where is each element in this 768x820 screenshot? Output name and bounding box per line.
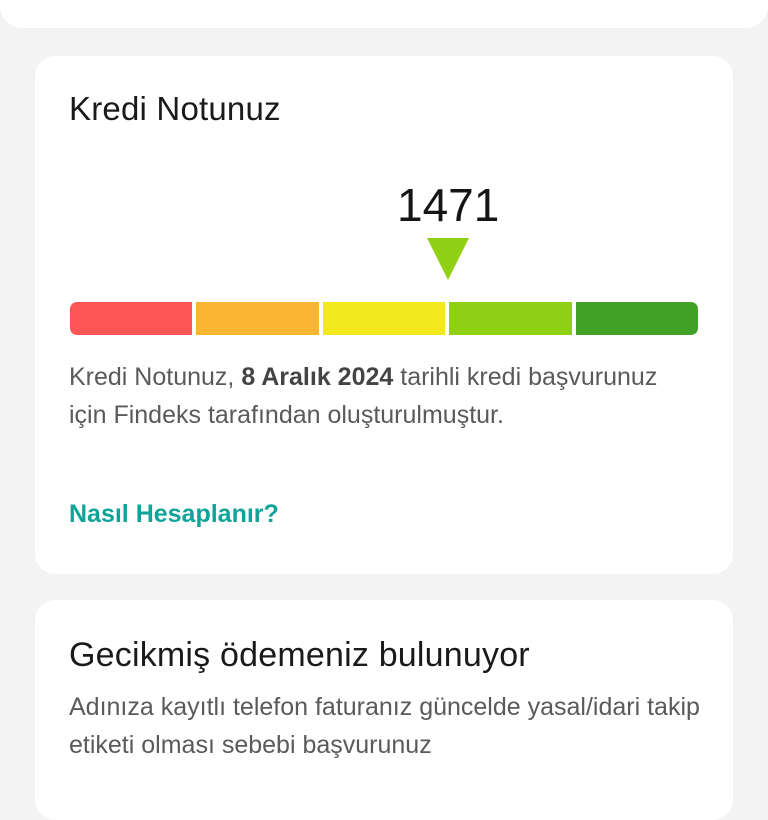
credit-score-card: Kredi Notunuz 1471 Kredi Notunuz, 8 Aral…: [35, 56, 733, 574]
scale-segment-good: [449, 302, 572, 335]
card-title: Gecikmiş ödemeniz bulunuyor: [69, 636, 530, 674]
description-text-end: tarihli kredi başvurunuz için Findeks ta…: [69, 363, 658, 429]
scale-segment-very-low: [70, 302, 193, 335]
how-calculated-link[interactable]: Nasıl Hesaplanır?: [69, 500, 279, 528]
score-value: 1471: [397, 179, 500, 231]
score-marker-icon: [427, 238, 469, 280]
scale-segment-very-good: [575, 302, 699, 335]
card-title: Kredi Notunuz: [69, 90, 281, 127]
scale-segment-medium: [322, 302, 446, 335]
score-description: Kredi Notunuz, 8 Aralık 2024 tarihli kre…: [69, 358, 659, 434]
description-date: 8 Aralık 2024: [241, 363, 394, 391]
scale-segment-low: [196, 302, 319, 335]
late-payment-description: Adınıza kayıtlı telefon faturanız güncel…: [69, 693, 700, 759]
description-text: Kredi Notunuz,: [69, 363, 235, 391]
top-card: [0, 0, 768, 28]
score-scale-bar: [70, 302, 699, 335]
late-payment-card: Gecikmiş ödemeniz bulunuyor Adınıza kayı…: [35, 600, 733, 820]
